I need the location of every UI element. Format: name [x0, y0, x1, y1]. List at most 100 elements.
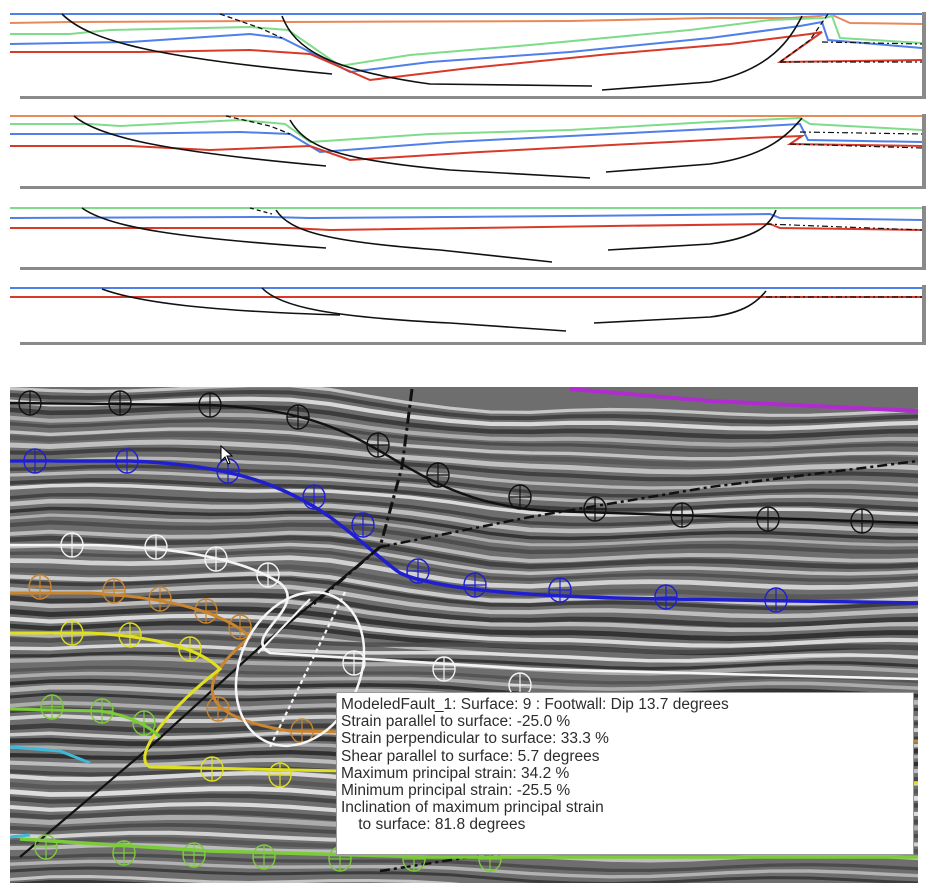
seismic-reflector [10, 456, 918, 490]
seismic-reflector [10, 879, 154, 883]
seismic-reflector [10, 535, 918, 569]
horizon-blue-line [10, 20, 922, 74]
seismic-reflector [10, 470, 918, 504]
seismic-reflector [10, 671, 918, 691]
seismic-reflector [10, 643, 918, 663]
cross-section-4-graphic [10, 287, 922, 332]
seismic-reflector [10, 412, 918, 447]
tooltip-line-strain-parallel: Strain parallel to surface: -25.0 % [341, 713, 571, 731]
seismic-reflector [10, 875, 461, 883]
horizon-yellow [10, 631, 918, 785]
cross-section-3-graphic [10, 207, 922, 263]
seismic-reflector [10, 520, 918, 555]
horizon-white-marker-cross [61, 533, 83, 557]
seismic-reflector [10, 389, 918, 424]
cross-section-panel-2 [10, 112, 922, 186]
fault-dash-1 [225, 115, 291, 135]
horizon-black-marker-cross [509, 485, 531, 509]
horizon-white-marker-cross [205, 547, 227, 571]
horizon-blue-marker-cross [549, 578, 571, 602]
horizon-red-line [10, 134, 922, 162]
fault-dash-1 [249, 207, 273, 215]
fault-dash-2 [799, 131, 922, 135]
horizon-cyan [10, 745, 91, 765]
cross-section-panel-1 [10, 10, 922, 96]
horizon-white-marker-cross [433, 657, 455, 681]
cross-section-2-graphic [10, 115, 922, 179]
seismic-reflector [10, 859, 918, 879]
seismic-reflector [10, 605, 918, 642]
horizon-magenta [569, 387, 918, 413]
horizon-green-marker-cross [91, 699, 113, 723]
seismic-reflector [10, 583, 918, 619]
fault-line-1 [81, 207, 327, 249]
seismic-reflector [10, 853, 918, 873]
horizon-black-marker-cross [427, 463, 449, 487]
cross-section-panel-3 [10, 204, 922, 267]
tooltip-header: ModeledFault_1: Surface: 9 : Footwall: D… [341, 696, 729, 713]
horizon-cyan-short [10, 833, 31, 839]
seismic-reflector [10, 396, 918, 431]
fault-line-3 [607, 209, 777, 251]
fault-dash-3 [789, 143, 922, 149]
horizon-blue-line [10, 212, 922, 221]
seismic-reflector [10, 651, 918, 671]
strain-ellipse-axis [269, 591, 346, 748]
seismic-reflector [10, 592, 918, 628]
fault-line-2 [281, 15, 593, 87]
horizon-black-marker-cross [19, 391, 41, 415]
fault-line-3 [605, 117, 803, 173]
fault-dash-2 [779, 13, 829, 63]
horizon-blue-marker-cross [303, 485, 325, 509]
horizon-blue-marker-cross [765, 588, 787, 612]
seismic-reflector [10, 464, 918, 498]
horizon-green-line [10, 116, 922, 144]
seismic-reflector [10, 529, 918, 563]
seismic-reflector [10, 571, 918, 606]
seismic-reflector [10, 419, 918, 453]
horizon-white [10, 543, 918, 681]
fault-line-2 [275, 209, 553, 263]
seismic-reflector [10, 447, 918, 482]
horizon-yellow-marker-cross [269, 763, 291, 787]
tooltip-line-inclination: Inclination of maximum principal strain [341, 799, 604, 817]
seismic-reflector [10, 387, 918, 417]
tooltip-line-shear-parallel: Shear parallel to surface: 5.7 degrees [341, 747, 600, 765]
horizon-black-marker-cross [584, 497, 606, 521]
fault-dash-3 [821, 41, 922, 45]
horizon-black-marker-cross [367, 433, 389, 457]
horizon-yellow-marker-cross [61, 621, 83, 645]
horizon-white-marker-cross [145, 535, 167, 559]
horizon-blue-marker-cross [464, 573, 486, 597]
horizon-orange-line [10, 12, 922, 25]
seismic-reflector [10, 427, 918, 461]
seismic-reflector [10, 483, 918, 517]
arrow-pointer-icon [220, 444, 234, 470]
horizon-orange-marker-cross [29, 575, 51, 599]
horizon-yellow-marker-cross [119, 623, 141, 647]
horizon-orange-marker-cross [195, 599, 217, 623]
fault-line-3 [601, 15, 803, 91]
cross-section-1-graphic [10, 12, 922, 91]
horizon-yellow-marker-cross [179, 637, 201, 661]
seismic-reflector [10, 478, 918, 512]
seismic-reflector [10, 576, 918, 611]
tooltip-line-strain-perpendicular: Strain perpendicular to surface: 33.3 % [341, 730, 609, 748]
seismic-reflector [10, 404, 918, 440]
seismic-reflector [10, 634, 918, 655]
horizon-white-marker-cross [343, 651, 365, 675]
horizon-blue-line [10, 122, 922, 154]
strain-ellipse-minor [257, 598, 311, 654]
horizon-green-marker-cross [113, 841, 135, 865]
horizon-orange-marker-cross [149, 587, 171, 611]
seismic-reflector [10, 564, 918, 600]
horizon-red-line [10, 222, 922, 232]
horizon-blue-marker-cross [407, 559, 429, 583]
seismic-reflector [10, 432, 918, 467]
horizon-green-marker-cross [41, 695, 63, 719]
horizon-black-marker-cross [199, 393, 221, 417]
horizon-black-marker-cross [671, 503, 693, 527]
horizon-orange-marker-cross [229, 615, 251, 639]
horizon-blue-marker-cross [24, 449, 46, 473]
tooltip-line-max-principal: Maximum principal strain: 34.2 % [341, 764, 570, 782]
